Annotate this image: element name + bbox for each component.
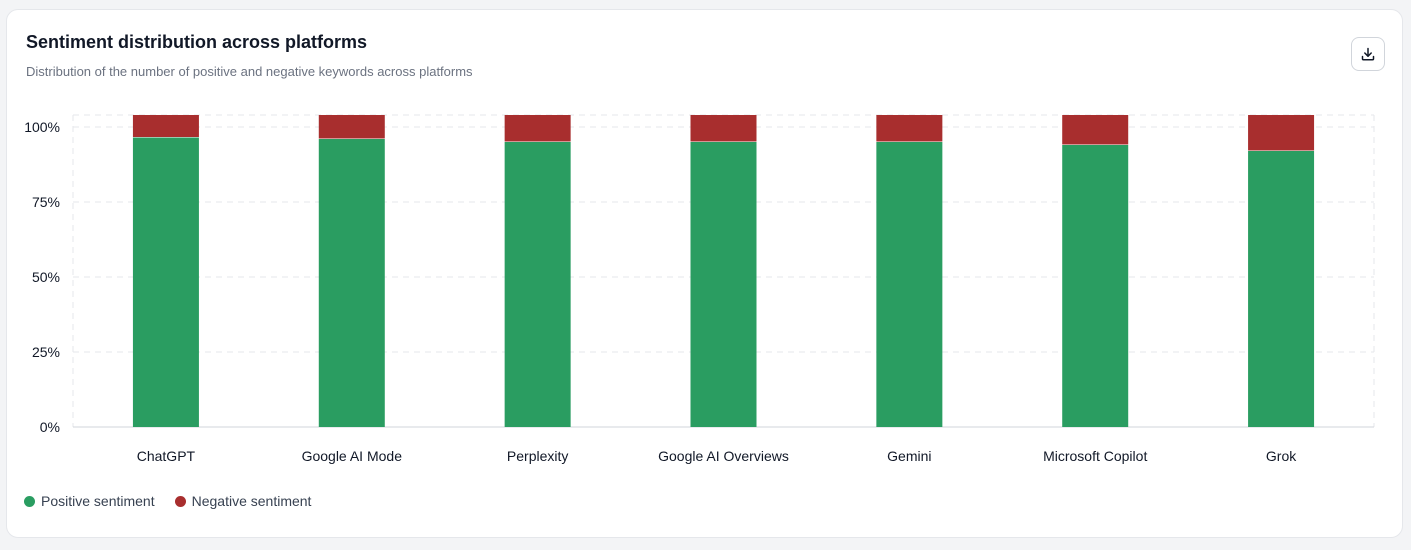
bar-positive (690, 142, 757, 427)
chart-legend: Positive sentiment Negative sentiment (24, 493, 311, 509)
y-tick-label: 100% (24, 119, 60, 135)
bar-negative (318, 115, 385, 139)
bar-positive (132, 137, 199, 427)
chart-title: Sentiment distribution across platforms (26, 32, 368, 52)
x-tick-label: Microsoft Copilot (1043, 448, 1147, 464)
bar-positive (1062, 145, 1129, 427)
x-tick-label: Google AI Mode (302, 448, 403, 464)
stacked-bar-chart: 0% 25% 50% 75% 100% ChatGPT Google AI Mode Perp… (24, 114, 1375, 464)
bar-positive (1248, 151, 1315, 427)
y-tick-label: 25% (32, 344, 60, 360)
legend-dot (174, 495, 186, 507)
x-tick-label: Google AI Overviews (658, 448, 789, 464)
x-tick-label: ChatGPT (137, 448, 196, 464)
bar-negative (1062, 115, 1129, 145)
y-tick-label: 0% (40, 419, 60, 435)
download-button[interactable] (1351, 37, 1385, 71)
legend-label: Negative sentiment (191, 493, 312, 509)
x-tick-label: Gemini (887, 448, 931, 464)
legend-label: Positive sentiment (41, 493, 155, 509)
x-tick-label: Grok (1266, 448, 1297, 464)
bar-negative (876, 115, 943, 142)
bar-negative (504, 115, 571, 142)
y-tick-label: 50% (32, 269, 60, 285)
y-tick-label: 75% (32, 194, 60, 210)
bar-negative (1248, 115, 1315, 151)
x-tick-label: Perplexity (507, 448, 568, 464)
legend-dot (24, 495, 35, 507)
legend-item[interactable]: Positive sentiment (24, 493, 155, 509)
chart-subtitle: Distribution of the number of positive a… (26, 64, 473, 79)
bar-positive (318, 139, 385, 427)
bar-positive (876, 142, 943, 427)
legend-item[interactable]: Negative sentiment (174, 493, 312, 509)
download-icon (1361, 47, 1375, 61)
bar-negative (132, 115, 199, 137)
bar-negative (690, 115, 757, 142)
bar-positive (504, 142, 571, 427)
